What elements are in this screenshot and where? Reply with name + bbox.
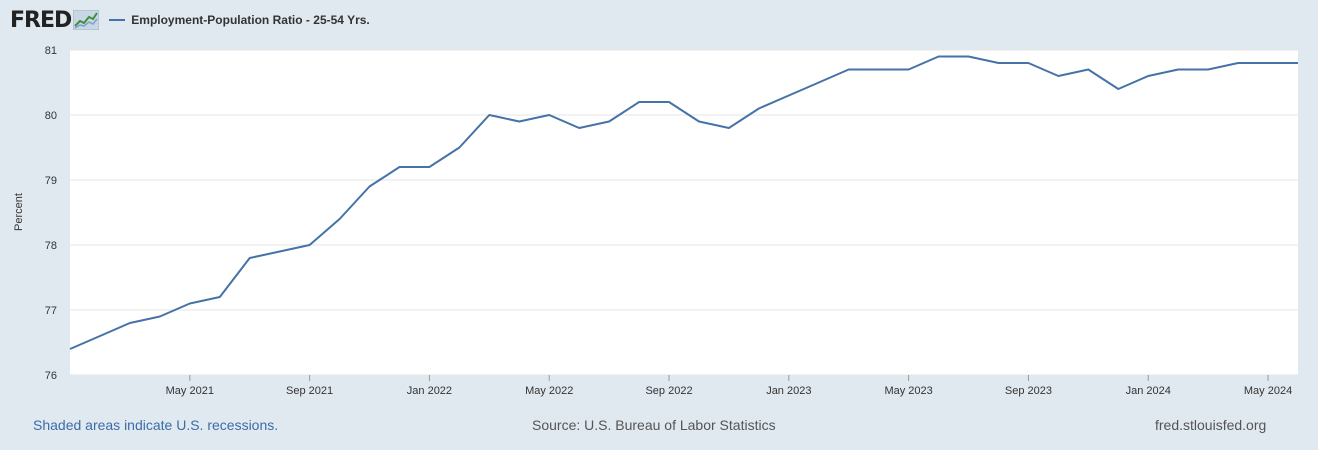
y-tick-label: 77	[45, 305, 57, 317]
data-point[interactable]	[247, 255, 253, 261]
data-point[interactable]	[1115, 86, 1121, 92]
source-text: Source: U.S. Bureau of Labor Statistics	[532, 417, 776, 433]
legend-swatch	[109, 19, 126, 21]
data-point[interactable]	[786, 93, 792, 99]
data-point[interactable]	[1055, 73, 1061, 79]
x-tick-label: Jan 2022	[407, 385, 452, 397]
data-point[interactable]	[396, 164, 402, 170]
recessions-note-link[interactable]: Shaded areas indicate U.S. recessions.	[33, 417, 279, 433]
data-point[interactable]	[816, 80, 822, 86]
data-point[interactable]	[187, 301, 193, 307]
x-tick-label: May 2022	[525, 385, 573, 397]
data-point[interactable]	[966, 54, 972, 60]
data-point[interactable]	[906, 67, 912, 73]
y-tick-label: 79	[45, 175, 57, 187]
y-tick-label: 78	[45, 240, 57, 252]
data-point[interactable]	[127, 320, 133, 326]
data-point[interactable]	[1295, 60, 1301, 66]
data-point[interactable]	[277, 249, 283, 255]
data-point[interactable]	[516, 119, 522, 125]
data-point[interactable]	[1235, 60, 1241, 66]
y-tick-labels: 76 77 78 79 80 81	[45, 45, 57, 382]
logo-text: FRED	[10, 7, 72, 33]
data-point[interactable]	[157, 314, 163, 320]
data-point[interactable]	[426, 164, 432, 170]
data-point[interactable]	[696, 119, 702, 125]
series-line[interactable]	[69, 55, 1298, 350]
chart-header: FRED Employment-Population Ratio - 25-54…	[10, 6, 370, 34]
data-point[interactable]	[576, 125, 582, 131]
data-point[interactable]	[97, 333, 103, 339]
grid-lines	[70, 49, 1298, 376]
data-point[interactable]	[546, 112, 552, 118]
x-tick-label: May 2021	[166, 385, 214, 397]
x-tick-label: Jan 2023	[766, 385, 811, 397]
data-point[interactable]	[606, 119, 612, 125]
data-point[interactable]	[936, 54, 942, 60]
data-point[interactable]	[217, 294, 223, 300]
x-tick-labels: May 2021 Sep 2021 Jan 2022 May 2022 Sep 2022…	[166, 375, 1292, 397]
y-tick-label: 76	[45, 370, 57, 382]
data-point[interactable]	[1025, 60, 1031, 66]
data-point[interactable]	[666, 99, 672, 105]
x-tick-label: Sep 2023	[1005, 385, 1052, 397]
data-point[interactable]	[1085, 67, 1091, 73]
legend-series-label: Employment-Population Ratio - 25-54 Yrs.	[131, 13, 370, 27]
trend-graph-icon	[73, 10, 100, 30]
data-point[interactable]	[1265, 60, 1271, 66]
data-point[interactable]	[876, 67, 882, 73]
y-tick-label: 81	[45, 45, 57, 57]
data-point[interactable]	[307, 242, 313, 248]
x-tick-label: Sep 2022	[645, 385, 692, 397]
site-link[interactable]: fred.stlouisfed.org	[1155, 417, 1267, 433]
data-point[interactable]	[337, 216, 343, 222]
data-point[interactable]	[67, 346, 73, 352]
y-axis-label: Percent	[13, 193, 25, 231]
data-point[interactable]	[1145, 73, 1151, 79]
plot-background	[70, 50, 1298, 375]
data-point[interactable]	[1175, 67, 1181, 73]
data-point[interactable]	[367, 184, 373, 190]
x-tick-label: May 2024	[1244, 385, 1292, 397]
x-tick-label: May 2023	[884, 385, 932, 397]
x-tick-label: Jan 2024	[1126, 385, 1171, 397]
series-group	[67, 54, 1301, 352]
data-point[interactable]	[726, 125, 732, 131]
chart-legend: Employment-Population Ratio - 25-54 Yrs.	[109, 13, 370, 27]
data-point[interactable]	[995, 60, 1001, 66]
fred-logo[interactable]: FRED	[10, 7, 100, 33]
data-point[interactable]	[756, 106, 762, 112]
data-point[interactable]	[1205, 67, 1211, 73]
data-point[interactable]	[486, 112, 492, 118]
x-tick-label: Sep 2021	[286, 385, 333, 397]
y-tick-label: 80	[45, 110, 57, 122]
data-point[interactable]	[636, 99, 642, 105]
data-point[interactable]	[456, 145, 462, 151]
data-point[interactable]	[846, 67, 852, 73]
